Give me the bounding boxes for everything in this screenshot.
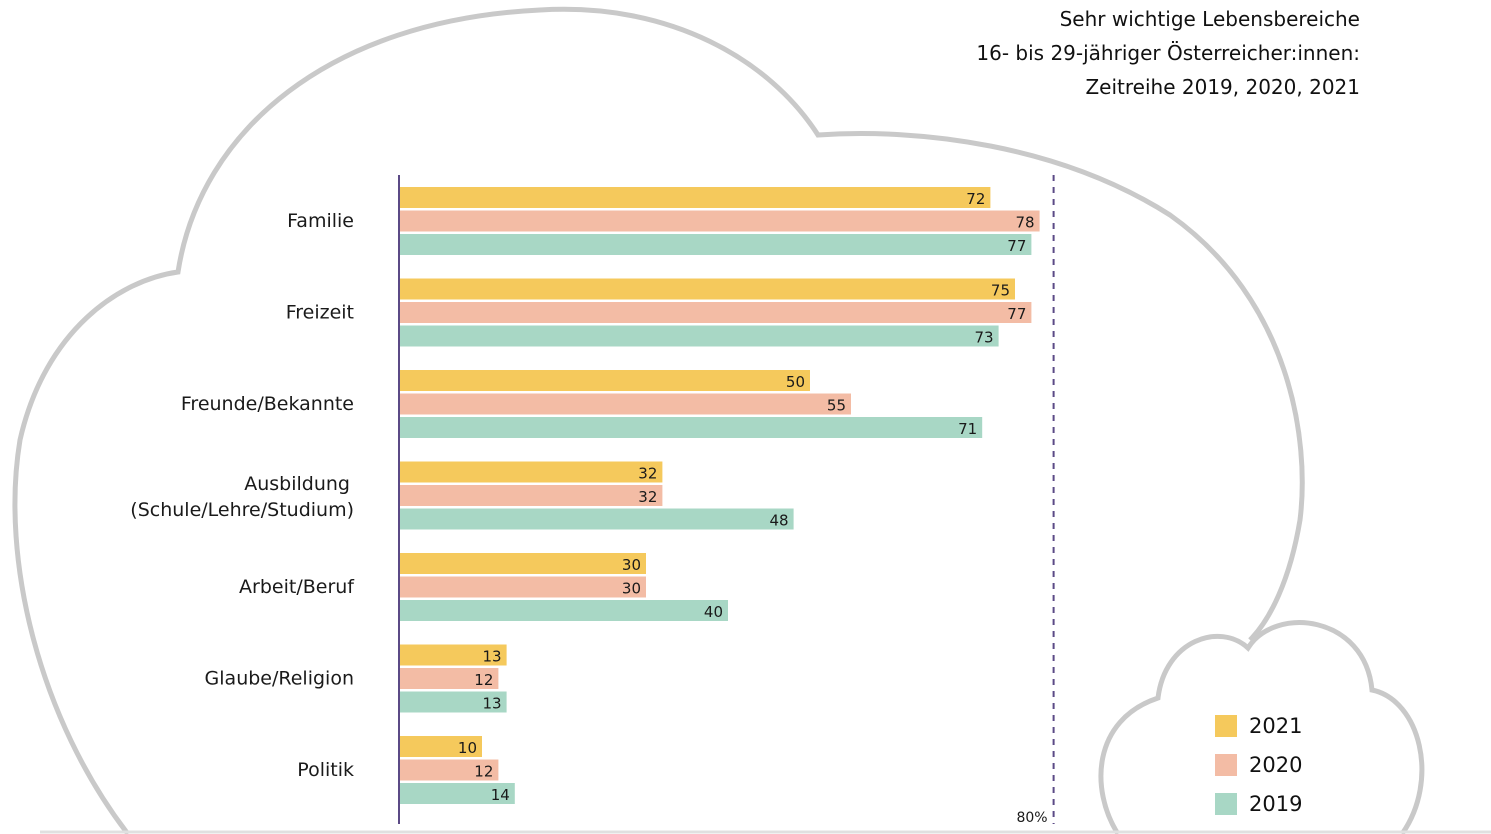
- bar-2020: [400, 302, 1032, 323]
- category-label: Politik: [297, 759, 354, 781]
- reference-label: 80%: [1016, 810, 1047, 826]
- bar-2019: [400, 417, 983, 438]
- bar-2020: [400, 576, 646, 598]
- bar-2021: [400, 370, 810, 391]
- value-label: 71: [958, 420, 977, 438]
- bar-2019: [400, 234, 1032, 255]
- legend: 2021 2020 2019: [1215, 706, 1335, 823]
- value-label: 50: [786, 373, 805, 391]
- value-label: 12: [474, 671, 493, 689]
- bar-2019: [400, 691, 507, 713]
- legend-item-2021: 2021: [1215, 706, 1335, 745]
- category-label: Glaube/Religion: [205, 668, 354, 690]
- value-label: 73: [975, 329, 994, 347]
- title-line-3: Zeitreihe 2019, 2020, 2021: [1085, 75, 1360, 99]
- bar-2019: [400, 325, 999, 347]
- bar-2020: [400, 668, 499, 689]
- category-label: Ausbildung (Schule/Lehre/Studium): [130, 473, 354, 521]
- value-label: 14: [491, 786, 510, 804]
- value-label: 55: [827, 397, 846, 415]
- bar-2020: [400, 759, 499, 781]
- value-label: 30: [622, 556, 641, 574]
- legend-label-2021: 2021: [1249, 713, 1303, 738]
- bar-2021: [400, 187, 991, 208]
- value-label: 32: [638, 465, 657, 483]
- chart-title: Sehr wichtige Lebensbereiche 16- bis 29-…: [660, 2, 1360, 104]
- category-label: Freunde/Bekannte: [181, 393, 354, 415]
- category-label: Arbeit/Beruf: [239, 576, 355, 598]
- value-label: 40: [704, 603, 723, 621]
- legend-label-2020: 2020: [1249, 752, 1303, 777]
- value-label: 30: [622, 580, 641, 598]
- bar-2020: [400, 393, 851, 415]
- bar-2019: [400, 600, 728, 621]
- value-label: 12: [474, 763, 493, 781]
- value-label: 78: [1016, 214, 1035, 232]
- bar-2021: [400, 644, 507, 666]
- value-label: 77: [1007, 305, 1026, 323]
- value-label: 10: [458, 739, 477, 757]
- bar-2020: [400, 485, 663, 506]
- legend-item-2019: 2019: [1215, 784, 1335, 823]
- value-label: 32: [638, 488, 657, 506]
- bar-2019: [400, 508, 794, 530]
- bar-2021: [400, 736, 482, 757]
- value-label: 77: [1007, 237, 1026, 255]
- title-line-2: 16- bis 29-jähriger Österreicher:innen:: [976, 41, 1360, 65]
- title-line-1: Sehr wichtige Lebensbereiche: [1059, 7, 1360, 31]
- small-cloud-outline: [1098, 620, 1425, 834]
- bar-2020: [400, 210, 1040, 232]
- category-label: Freizeit: [286, 302, 354, 324]
- bar-2021: [400, 461, 663, 483]
- category-label: Familie: [287, 210, 354, 232]
- value-label: 13: [483, 648, 502, 666]
- bar-2019: [400, 783, 515, 804]
- legend-swatch-2021: [1215, 714, 1237, 737]
- value-label: 13: [483, 695, 502, 713]
- legend-swatch-2019: [1215, 792, 1237, 815]
- bar-2021: [400, 553, 646, 574]
- legend-label-2019: 2019: [1249, 791, 1303, 816]
- value-label: 75: [991, 282, 1010, 300]
- value-label: 72: [966, 190, 985, 208]
- legend-item-2020: 2020: [1215, 745, 1335, 784]
- legend-swatch-2020: [1215, 753, 1237, 776]
- value-label: 48: [770, 512, 789, 530]
- large-cloud-outline: [12, 6, 1305, 834]
- bar-2021: [400, 278, 1015, 300]
